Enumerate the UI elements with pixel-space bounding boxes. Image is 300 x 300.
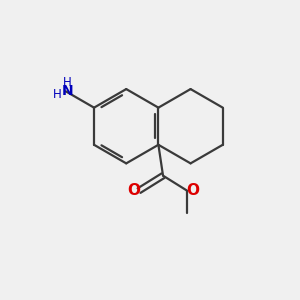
Text: O: O <box>186 183 199 198</box>
Text: O: O <box>127 183 140 198</box>
Text: N: N <box>61 84 73 98</box>
Text: H: H <box>63 76 72 89</box>
Text: H: H <box>53 88 62 101</box>
